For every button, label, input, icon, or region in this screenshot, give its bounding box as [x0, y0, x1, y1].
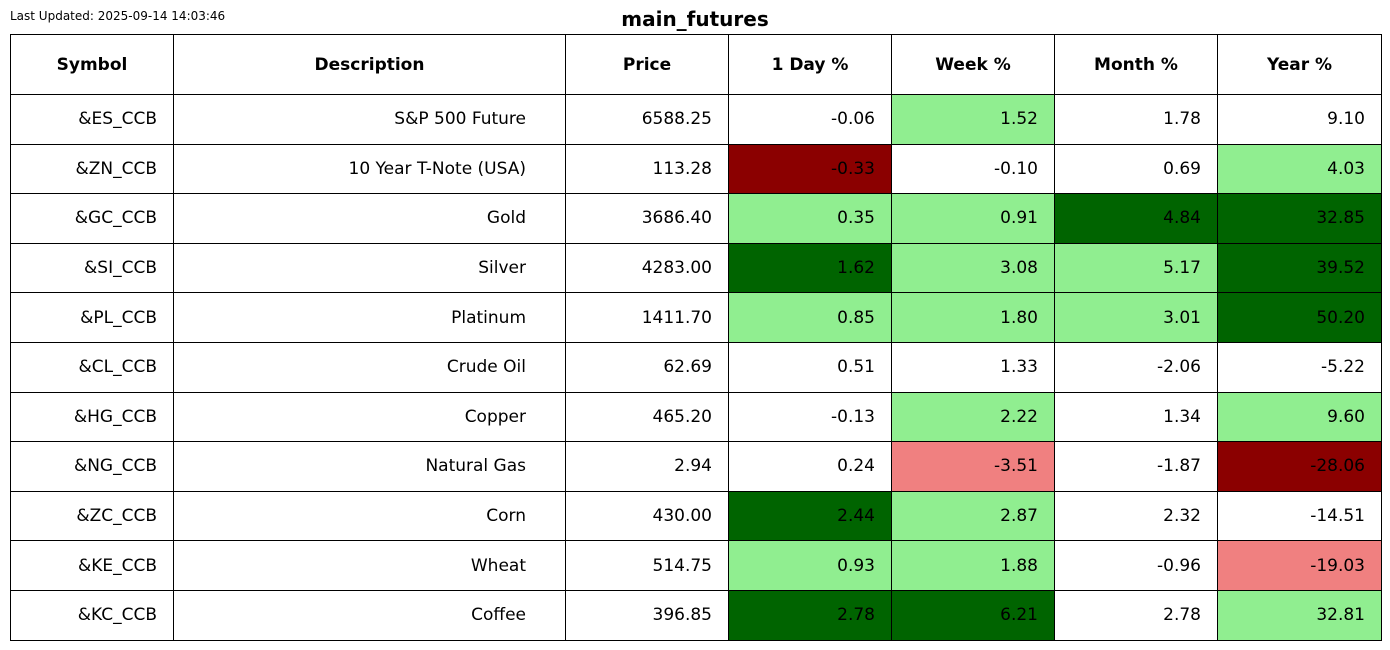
month-pct-cell: 1.34: [1054, 391, 1218, 443]
symbol-cell: &GC_CCB: [10, 193, 174, 244]
one-day-pct-cell: 2.44: [728, 490, 892, 542]
year-pct-cell: -19.03: [1217, 540, 1382, 591]
price-cell: 113.28: [565, 143, 729, 195]
month-pct-cell: 3.01: [1054, 292, 1218, 343]
price-cell: 3686.40: [565, 193, 729, 244]
year-pct-cell: 32.81: [1217, 589, 1382, 641]
price-cell: 62.69: [565, 341, 729, 393]
symbol-cell: &ZN_CCB: [10, 143, 174, 195]
header-1-day-pct: 1 Day %: [728, 34, 892, 95]
month-pct-cell: 4.84: [1054, 193, 1218, 244]
one-day-pct-cell: 2.78: [728, 589, 892, 641]
symbol-cell: &HG_CCB: [10, 391, 174, 443]
month-pct-cell: 2.32: [1054, 490, 1218, 542]
symbol-cell: &KE_CCB: [10, 540, 174, 591]
year-pct-cell: 9.10: [1217, 94, 1382, 145]
year-pct-cell: -5.22: [1217, 341, 1382, 393]
one-day-pct-cell: 0.93: [728, 540, 892, 591]
table-row: &HG_CCB Copper 465.20 -0.13 2.22 1.34 9.60: [10, 391, 1382, 443]
week-pct-cell: 0.91: [891, 193, 1055, 244]
description-cell: Coffee: [173, 589, 566, 641]
price-cell: 4283.00: [565, 242, 729, 294]
description-cell: Platinum: [173, 292, 566, 343]
one-day-pct-cell: 1.62: [728, 242, 892, 294]
description-cell: 10 Year T-Note (USA): [173, 143, 566, 195]
symbol-cell: &ES_CCB: [10, 94, 174, 145]
one-day-pct-cell: -0.33: [728, 143, 892, 195]
table-row: &CL_CCB Crude Oil 62.69 0.51 1.33 -2.06 -5.22: [10, 341, 1382, 393]
table-row: &SI_CCB Silver 4283.00 1.62 3.08 5.17 39.52: [10, 242, 1382, 294]
description-cell: Silver: [173, 242, 566, 294]
table-row: &ES_CCB S&P 500 Future 6588.25 -0.06 1.52 1.7…: [10, 94, 1382, 145]
one-day-pct-cell: 0.51: [728, 341, 892, 393]
header-symbol: Symbol: [10, 34, 174, 95]
symbol-cell: &KC_CCB: [10, 589, 174, 641]
table-row: &NG_CCB Natural Gas 2.94 0.24 -3.51 -1.87 -28.…: [10, 441, 1382, 492]
week-pct-cell: 6.21: [891, 589, 1055, 641]
month-pct-cell: 0.69: [1054, 143, 1218, 195]
price-cell: 2.94: [565, 441, 729, 492]
price-cell: 430.00: [565, 490, 729, 542]
year-pct-cell: 4.03: [1217, 143, 1382, 195]
year-pct-cell: 50.20: [1217, 292, 1382, 343]
description-cell: Gold: [173, 193, 566, 244]
price-cell: 6588.25: [565, 94, 729, 145]
symbol-cell: &PL_CCB: [10, 292, 174, 343]
table-row: &PL_CCB Platinum 1411.70 0.85 1.80 3.01 50.20: [10, 292, 1382, 343]
last-updated-timestamp: Last Updated: 2025-09-14 14:03:46: [10, 9, 226, 23]
year-pct-cell: 32.85: [1217, 193, 1382, 244]
one-day-pct-cell: 0.85: [728, 292, 892, 343]
description-cell: S&P 500 Future: [173, 94, 566, 145]
week-pct-cell: 1.33: [891, 341, 1055, 393]
table-header-row: Symbol Description Price 1 Day % Week % …: [10, 34, 1382, 95]
month-pct-cell: 5.17: [1054, 242, 1218, 294]
week-pct-cell: 1.88: [891, 540, 1055, 591]
week-pct-cell: 1.52: [891, 94, 1055, 145]
table-row: &KC_CCB Coffee 396.85 2.78 6.21 2.78 32.81: [10, 589, 1382, 641]
description-cell: Wheat: [173, 540, 566, 591]
one-day-pct-cell: -0.13: [728, 391, 892, 443]
futures-table: Symbol Description Price 1 Day % Week % …: [10, 34, 1382, 641]
header-year-pct: Year %: [1217, 34, 1382, 95]
chart-title: main_futures: [621, 7, 769, 31]
week-pct-cell: -3.51: [891, 441, 1055, 492]
table-row: &GC_CCB Gold 3686.40 0.35 0.91 4.84 32.85: [10, 193, 1382, 244]
header-month-pct: Month %: [1054, 34, 1218, 95]
one-day-pct-cell: 0.24: [728, 441, 892, 492]
header-week-pct: Week %: [891, 34, 1055, 95]
year-pct-cell: -28.06: [1217, 441, 1382, 492]
year-pct-cell: 39.52: [1217, 242, 1382, 294]
symbol-cell: &ZC_CCB: [10, 490, 174, 542]
header-description: Description: [173, 34, 566, 95]
price-cell: 514.75: [565, 540, 729, 591]
price-cell: 465.20: [565, 391, 729, 443]
week-pct-cell: 2.87: [891, 490, 1055, 542]
month-pct-cell: 1.78: [1054, 94, 1218, 145]
table-row: &ZC_CCB Corn 430.00 2.44 2.87 2.32 -14.51: [10, 490, 1382, 542]
symbol-cell: &SI_CCB: [10, 242, 174, 294]
month-pct-cell: -2.06: [1054, 341, 1218, 393]
price-cell: 396.85: [565, 589, 729, 641]
year-pct-cell: -14.51: [1217, 490, 1382, 542]
description-cell: Corn: [173, 490, 566, 542]
header-price: Price: [565, 34, 729, 95]
year-pct-cell: 9.60: [1217, 391, 1382, 443]
week-pct-cell: 1.80: [891, 292, 1055, 343]
symbol-cell: &NG_CCB: [10, 441, 174, 492]
one-day-pct-cell: 0.35: [728, 193, 892, 244]
week-pct-cell: 2.22: [891, 391, 1055, 443]
one-day-pct-cell: -0.06: [728, 94, 892, 145]
description-cell: Crude Oil: [173, 341, 566, 393]
table-row: &ZN_CCB 10 Year T-Note (USA) 113.28 -0.33 -0…: [10, 143, 1382, 195]
description-cell: Natural Gas: [173, 441, 566, 492]
month-pct-cell: -1.87: [1054, 441, 1218, 492]
week-pct-cell: -0.10: [891, 143, 1055, 195]
description-cell: Copper: [173, 391, 566, 443]
table-row: &KE_CCB Wheat 514.75 0.93 1.88 -0.96 -19.03: [10, 540, 1382, 591]
week-pct-cell: 3.08: [891, 242, 1055, 294]
month-pct-cell: 2.78: [1054, 589, 1218, 641]
price-cell: 1411.70: [565, 292, 729, 343]
symbol-cell: &CL_CCB: [10, 341, 174, 393]
month-pct-cell: -0.96: [1054, 540, 1218, 591]
